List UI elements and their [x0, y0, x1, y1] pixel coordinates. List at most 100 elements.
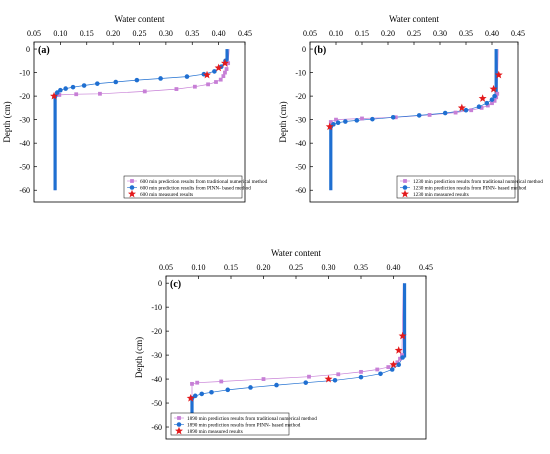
traditional-point [142, 89, 147, 94]
legend-entry: 1230 min measured results [413, 192, 469, 198]
pinn-point [492, 93, 497, 99]
panel-label: (c) [170, 279, 181, 290]
legend-box [123, 175, 243, 199]
traditional-point [427, 113, 432, 117]
pinn-point [63, 86, 68, 91]
panel-2: Water content 0.05 0.10 0.15 0.20 0.25 0.30 0.3… [278, 14, 543, 203]
x-tick-label: 0.35 [354, 263, 368, 272]
legend-entry: 1890 min prediction results from traditi… [187, 415, 317, 422]
legend: 600 min prediction results from traditio… [123, 175, 268, 199]
traditional-point [469, 108, 474, 113]
y-tick-label: -10 [295, 69, 306, 78]
y-tick-label: -20 [19, 92, 30, 101]
x-tick-label: 0.15 [80, 29, 94, 38]
traditional-point [334, 117, 338, 122]
y-tick-label: -10 [151, 303, 162, 312]
pinn-point [81, 83, 87, 88]
y-axis-label: Depth (cm) [134, 337, 144, 378]
traditional-point [328, 120, 333, 124]
measured-point [214, 63, 223, 72]
pinn-point [476, 104, 482, 110]
pinn-point [70, 84, 76, 90]
y-tick-label: -40 [19, 139, 30, 148]
y-tick-label: -30 [151, 351, 162, 360]
legend-marker [175, 426, 183, 435]
traditional-point [98, 91, 102, 96]
traditional-point [221, 74, 226, 79]
pinn-point [343, 119, 348, 124]
pinn-point [358, 374, 364, 380]
pinn-point [390, 114, 396, 120]
pinn-point [400, 355, 405, 360]
pinn-point [416, 113, 422, 118]
pinn-point [303, 380, 309, 385]
legend-entry: 1890 min prediction results from PINN- b… [187, 421, 301, 428]
y-tick-label: -20 [151, 327, 162, 336]
y-tick-label: -30 [295, 116, 306, 125]
x-axis-label: Water content [114, 14, 165, 24]
x-tick-label: 0.15 [224, 263, 238, 272]
x-tick-label: 0.45 [238, 29, 252, 38]
legend-entry: 600 min measured results [140, 192, 193, 198]
pinn-point [113, 79, 119, 85]
legend-entry: 600 min prediction results from PINN- ba… [140, 184, 251, 191]
traditional-point [395, 360, 400, 365]
traditional-point [398, 356, 402, 361]
pinn-point [442, 110, 448, 116]
pinn-point [489, 97, 495, 102]
y-tick-label: -10 [19, 69, 30, 78]
measured-point [457, 103, 466, 112]
y-tick-label: 0 [26, 45, 30, 54]
traditional-point [219, 379, 224, 384]
traditional-point [495, 91, 500, 96]
pinn-point [248, 385, 253, 390]
measured-point [389, 360, 398, 369]
legend-marker [130, 179, 134, 183]
pinn-point [274, 382, 279, 388]
x-tick-label: 0.10 [329, 29, 343, 38]
legend-box [170, 412, 290, 436]
legend-marker [177, 416, 181, 420]
x-tick-label: 0.20 [257, 263, 271, 272]
y-tick-label: -50 [19, 163, 30, 172]
legend-marker [129, 185, 135, 190]
x-tick-label: 0.10 [53, 29, 67, 38]
measured-point [478, 94, 487, 102]
measured-point [324, 374, 333, 383]
x-tick-label: 0.25 [133, 29, 147, 38]
traditional-point [479, 105, 484, 110]
traditional-curve [54, 49, 230, 191]
measured-point [398, 331, 407, 340]
traditional-point [214, 80, 218, 84]
y-tick-label: -50 [295, 163, 306, 172]
x-tick-label: 0.30 [433, 29, 447, 38]
traditional-point [192, 84, 197, 89]
pinn-point [225, 387, 231, 393]
y-tick-label: -20 [295, 92, 306, 101]
y-tick-label: 0 [302, 45, 306, 54]
x-axis-label: Water content [389, 14, 440, 24]
pinn-point [209, 389, 214, 395]
pinn-point [463, 107, 469, 113]
legend-marker [401, 189, 409, 198]
x-tick-label: 0.35 [185, 29, 199, 38]
legend-entry: 600 min prediction results from traditio… [140, 178, 268, 185]
y-axis-label: Depth (cm) [2, 101, 12, 142]
pinn-point [332, 377, 338, 383]
panel-3: Water content 0.05 0.10 0.15 0.20 0.25 0.30 0.3… [134, 248, 433, 440]
y-tick-label: -60 [19, 186, 30, 195]
x-tick-label: 0.20 [381, 29, 395, 38]
pinn-point [54, 90, 60, 95]
traditional-point [360, 116, 364, 121]
pinn-point [184, 74, 190, 79]
y-tick-label: -40 [151, 375, 162, 384]
traditional-point [485, 103, 490, 108]
x-tick-label: 0.30 [159, 29, 173, 38]
pinn-point [378, 371, 383, 377]
pinn-point [199, 391, 205, 397]
y-tick-label: -30 [19, 116, 30, 125]
pinn-curve [191, 357, 403, 399]
x-tick-label: 0.40 [212, 29, 226, 38]
x-tick-label: 0.45 [511, 29, 525, 38]
traditional-point [307, 374, 311, 379]
